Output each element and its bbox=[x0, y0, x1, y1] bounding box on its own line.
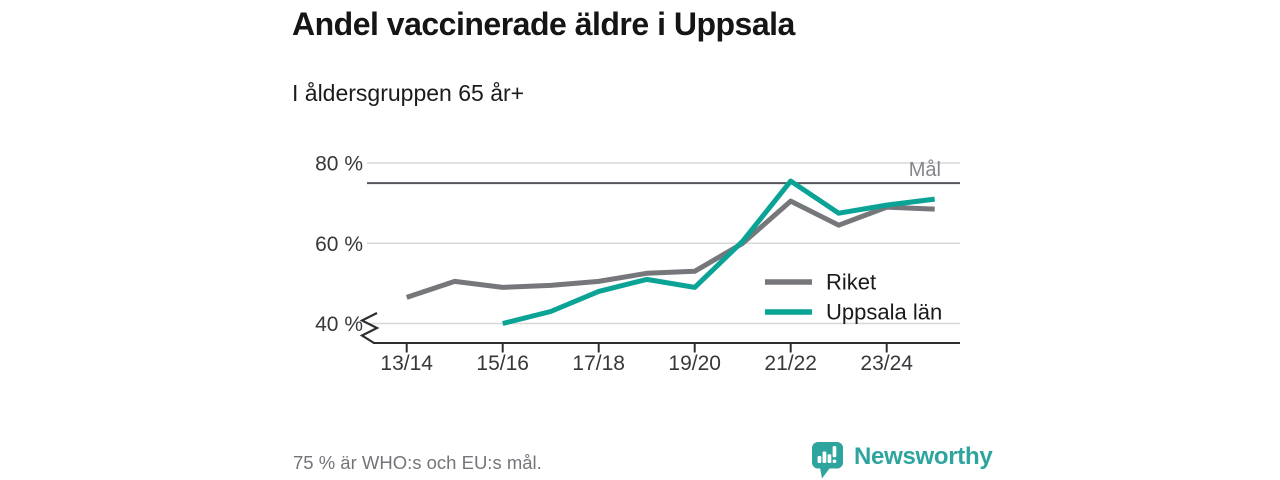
x-tick-label: 21/22 bbox=[764, 352, 817, 375]
newsworthy-logo: Newsworthy bbox=[812, 442, 993, 480]
legend-label-1: Uppsala län bbox=[826, 300, 942, 325]
y-tick-label: 40 % bbox=[315, 313, 363, 336]
axis-break-icon bbox=[359, 312, 380, 344]
chart-title: Andel vaccinerade äldre i Uppsala bbox=[292, 6, 795, 42]
newsworthy-wordmark: Newsworthy bbox=[854, 443, 993, 470]
x-tick-label: 13/14 bbox=[380, 352, 433, 375]
y-tick-label: 60 % bbox=[315, 233, 363, 256]
x-tick-label: 17/18 bbox=[572, 352, 625, 375]
x-tick-label: 23/24 bbox=[860, 352, 913, 375]
legend-label-0: Riket bbox=[826, 270, 876, 295]
series-line-0 bbox=[405, 198, 935, 300]
newsworthy-badge-icon bbox=[812, 442, 843, 479]
series-line-1 bbox=[502, 178, 936, 326]
x-tick-label: 19/20 bbox=[668, 352, 721, 375]
vaccination-line-chart: 80 % 60 % 40 % Mål 13/14 15/16 17/18 19/20 21/22… bbox=[315, 153, 960, 375]
footer-note: 75 % är WHO:s och EU:s mål. bbox=[293, 452, 542, 473]
target-label: Mål bbox=[909, 159, 941, 181]
x-tick-label: 15/16 bbox=[476, 352, 529, 375]
chart-subtitle: I åldersgruppen 65 år+ bbox=[292, 80, 525, 106]
y-tick-label: 80 % bbox=[315, 153, 363, 176]
